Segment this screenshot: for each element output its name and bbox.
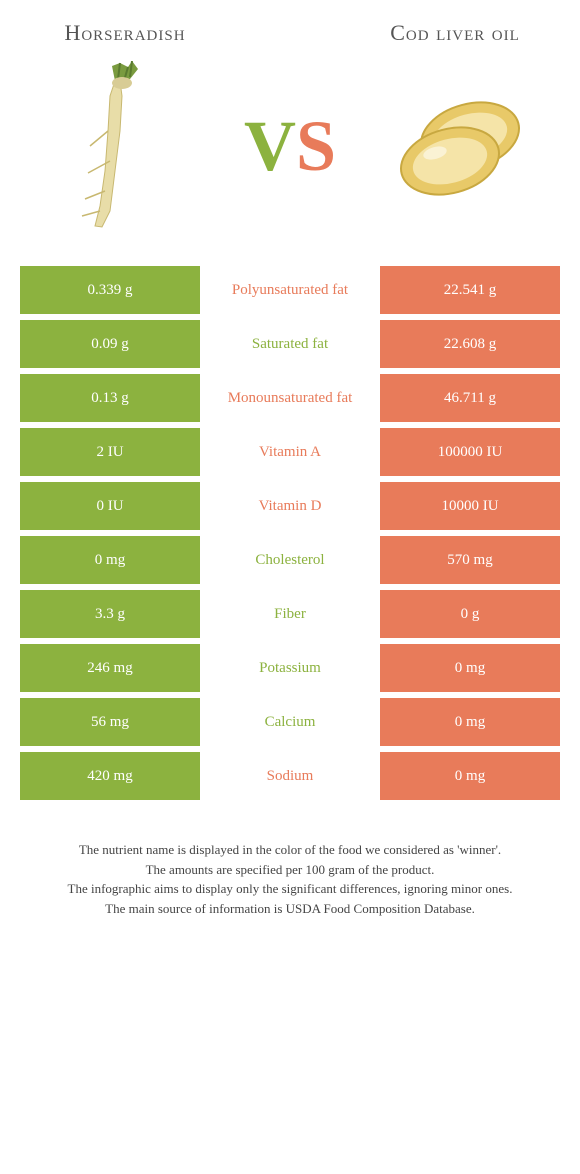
table-row: 56 mgCalcium0 mg	[20, 698, 560, 746]
left-food-title: Horseradish	[10, 20, 240, 46]
cod-liver-oil-icon	[385, 81, 535, 211]
image-row: VS	[0, 46, 580, 266]
table-row: 0 mgCholesterol570 mg	[20, 536, 560, 584]
nutrient-label: Potassium	[200, 644, 380, 692]
footnote-line: The amounts are specified per 100 gram o…	[30, 860, 550, 880]
footnote-line: The nutrient name is displayed in the co…	[30, 840, 550, 860]
nutrient-label: Calcium	[200, 698, 380, 746]
vs-label: VS	[230, 105, 350, 188]
right-value: 570 mg	[380, 536, 560, 584]
nutrient-label: Cholesterol	[200, 536, 380, 584]
left-value: 0.339 g	[20, 266, 200, 314]
left-value: 420 mg	[20, 752, 200, 800]
nutrient-label: Sodium	[200, 752, 380, 800]
left-value: 0 mg	[20, 536, 200, 584]
left-food-image	[10, 56, 230, 236]
left-value: 0 IU	[20, 482, 200, 530]
right-value: 0 mg	[380, 644, 560, 692]
nutrient-label: Fiber	[200, 590, 380, 638]
right-value: 46.711 g	[380, 374, 560, 422]
right-value: 0 mg	[380, 752, 560, 800]
vs-s: S	[296, 106, 336, 186]
table-row: 3.3 gFiber0 g	[20, 590, 560, 638]
table-row: 246 mgPotassium0 mg	[20, 644, 560, 692]
right-value: 0 g	[380, 590, 560, 638]
left-value: 0.13 g	[20, 374, 200, 422]
table-row: 0.339 gPolyunsaturated fat22.541 g	[20, 266, 560, 314]
left-value: 2 IU	[20, 428, 200, 476]
footnote-line: The main source of information is USDA F…	[30, 899, 550, 919]
table-row: 2 IUVitamin A100000 IU	[20, 428, 560, 476]
table-row: 0 IUVitamin D10000 IU	[20, 482, 560, 530]
nutrient-label: Monounsaturated fat	[200, 374, 380, 422]
left-value: 3.3 g	[20, 590, 200, 638]
horseradish-icon	[60, 61, 180, 231]
footnote-line: The infographic aims to display only the…	[30, 879, 550, 899]
table-row: 0.09 gSaturated fat22.608 g	[20, 320, 560, 368]
right-food-image	[350, 56, 570, 236]
footnotes: The nutrient name is displayed in the co…	[0, 840, 580, 918]
table-row: 420 mgSodium0 mg	[20, 752, 560, 800]
nutrient-label: Polyunsaturated fat	[200, 266, 380, 314]
vs-v: V	[244, 106, 296, 186]
header-row: Horseradish Cod liver oil	[0, 0, 580, 46]
nutrient-label: Saturated fat	[200, 320, 380, 368]
right-value: 22.608 g	[380, 320, 560, 368]
left-value: 246 mg	[20, 644, 200, 692]
right-value: 10000 IU	[380, 482, 560, 530]
left-value: 56 mg	[20, 698, 200, 746]
left-value: 0.09 g	[20, 320, 200, 368]
nutrient-table: 0.339 gPolyunsaturated fat22.541 g 0.09 g…	[20, 266, 560, 800]
right-food-title: Cod liver oil	[340, 20, 570, 46]
right-value: 100000 IU	[380, 428, 560, 476]
right-value: 22.541 g	[380, 266, 560, 314]
right-value: 0 mg	[380, 698, 560, 746]
nutrient-label: Vitamin A	[200, 428, 380, 476]
table-row: 0.13 gMonounsaturated fat46.711 g	[20, 374, 560, 422]
nutrient-label: Vitamin D	[200, 482, 380, 530]
